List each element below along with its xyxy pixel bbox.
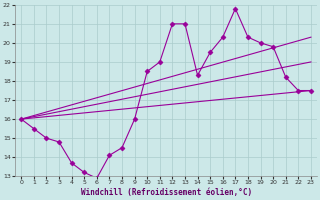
X-axis label: Windchill (Refroidissement éolien,°C): Windchill (Refroidissement éolien,°C)	[81, 188, 252, 197]
